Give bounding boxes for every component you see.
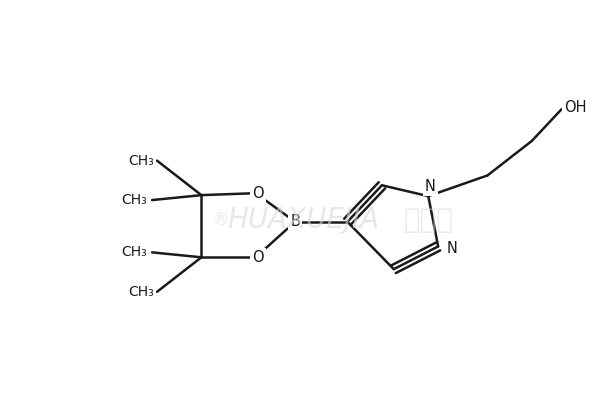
Text: CH₃: CH₃ (128, 285, 154, 299)
Text: CH₃: CH₃ (121, 246, 147, 260)
Text: N: N (447, 241, 458, 256)
Text: OH: OH (564, 100, 586, 115)
Text: HUAXUEJIA: HUAXUEJIA (227, 206, 379, 234)
Text: N: N (425, 179, 436, 194)
Text: O: O (252, 250, 263, 265)
Text: 化学加: 化学加 (404, 206, 453, 234)
Text: B: B (290, 214, 300, 229)
Text: ®: ® (213, 211, 229, 229)
Text: CH₃: CH₃ (128, 154, 154, 168)
Text: O: O (252, 186, 263, 201)
Text: CH₃: CH₃ (121, 193, 147, 207)
